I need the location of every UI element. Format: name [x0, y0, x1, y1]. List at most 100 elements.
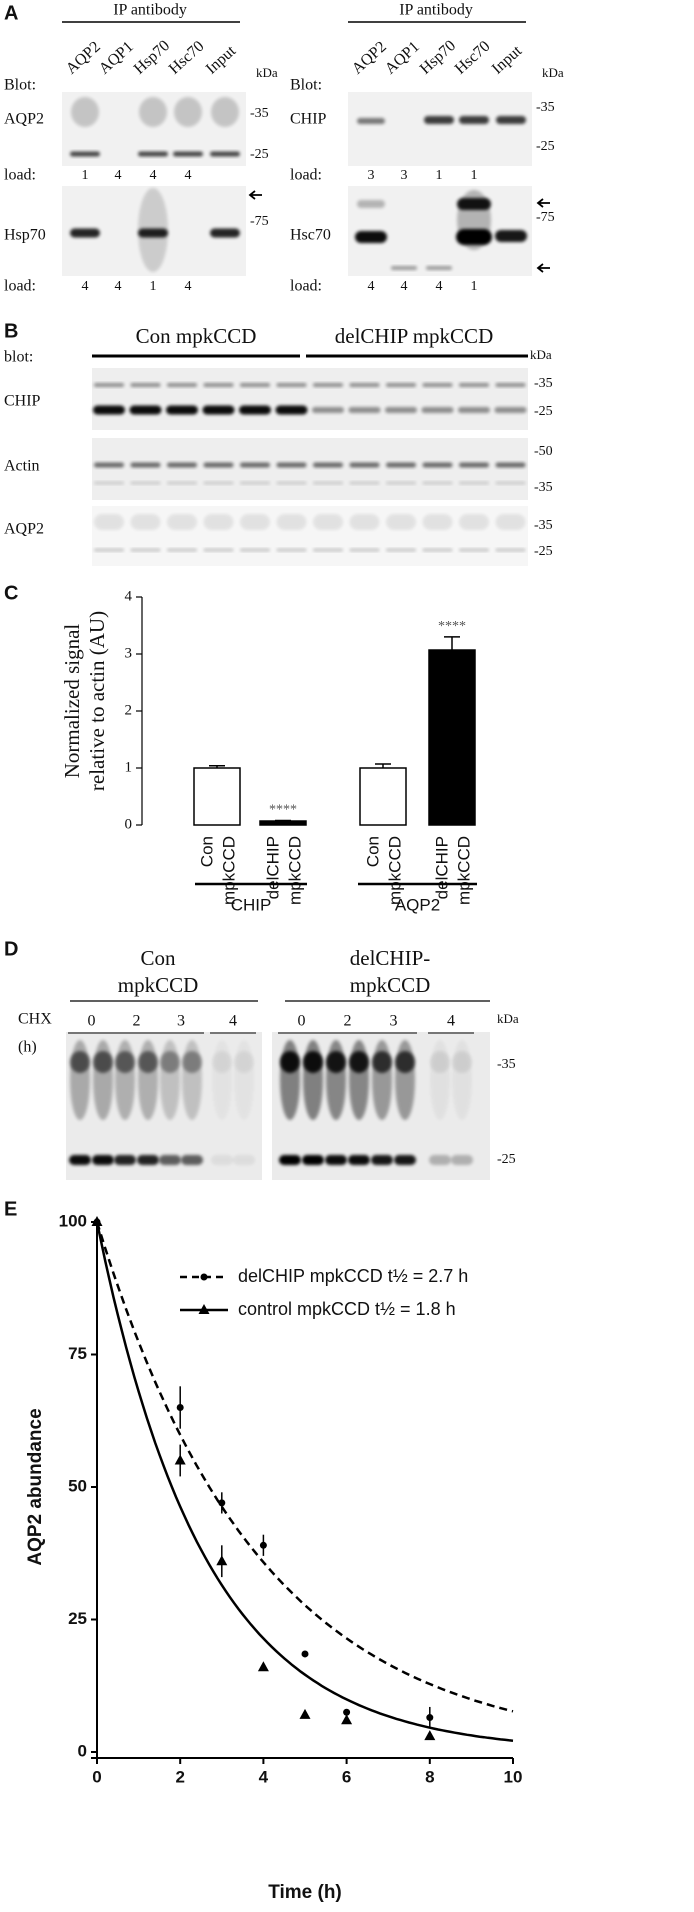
y-tick-label: 3 [125, 645, 133, 661]
band [459, 514, 489, 530]
group-label: Con [140, 946, 176, 970]
band [495, 383, 526, 387]
band [130, 481, 161, 485]
lane-label: Input [489, 42, 526, 78]
group-label: delCHIP- [350, 946, 431, 970]
kda-marker: -35 [534, 480, 553, 495]
time-label: 0 [298, 1013, 306, 1030]
x-tick-label: mpkCCD [219, 836, 238, 905]
blot-name: Hsp70 [4, 227, 46, 244]
kda-marker: -75 [250, 214, 269, 229]
panel-letter: E [4, 1198, 17, 1220]
lane-label: Hsp70 [417, 37, 459, 78]
load-value: 1 [150, 279, 157, 294]
arrow [536, 263, 550, 273]
band [422, 548, 453, 552]
x-tick-label: delCHIP [432, 836, 451, 899]
blot-name: Hsc70 [290, 227, 331, 244]
load-label: load: [290, 278, 322, 295]
band [70, 228, 100, 238]
blot-name: Actin [4, 458, 40, 475]
kda: kDa [256, 65, 278, 80]
lane-label: AQP1 [382, 38, 423, 77]
band [313, 481, 343, 485]
band [94, 481, 124, 485]
band [357, 200, 385, 208]
band [386, 481, 416, 485]
y-axis-label: Normalized signal [60, 624, 84, 779]
kda: kDa [497, 1011, 519, 1026]
band [349, 548, 380, 552]
band [348, 407, 381, 413]
y-tick-label: 25 [68, 1609, 87, 1628]
y-tick-label: 50 [68, 1476, 87, 1495]
blot-label: blot: [4, 349, 33, 366]
band [211, 1155, 233, 1165]
lane-label: AQP2 [349, 38, 390, 77]
band [422, 383, 453, 387]
fit-curve [95, 1221, 514, 1713]
band [202, 405, 235, 415]
band [422, 514, 453, 530]
blot [92, 368, 528, 430]
band [385, 407, 417, 413]
x-tick-label: mpkCCD [285, 836, 304, 905]
legend-label: delCHIP mpkCCD t½ = 2.7 h [238, 1266, 468, 1286]
group-label: CHIP [231, 895, 272, 914]
band [93, 1051, 113, 1073]
kda-marker: -35 [534, 518, 553, 533]
y-tick-label: 4 [125, 588, 133, 604]
band [174, 97, 202, 127]
x-tick-label: Con [197, 836, 216, 867]
blot [92, 506, 528, 566]
load-label: load: [4, 278, 36, 295]
band [313, 462, 343, 468]
band [357, 118, 385, 124]
point [218, 1499, 226, 1507]
point [259, 1541, 267, 1549]
band [276, 481, 307, 485]
time-label: 3 [390, 1013, 398, 1030]
band [495, 514, 526, 530]
kda-marker: -25 [497, 1152, 516, 1167]
band [426, 266, 452, 270]
treatment-label: CHX [18, 1011, 52, 1028]
blot [348, 92, 532, 166]
band [138, 151, 168, 157]
band [349, 462, 380, 468]
load-value: 1 [471, 279, 478, 294]
error-bar [209, 764, 225, 768]
band [92, 1155, 114, 1165]
load-value: 4 [115, 279, 122, 294]
group-label: delCHIP mpkCCD [335, 324, 493, 348]
lane-label: Hsc70 [166, 38, 208, 78]
band [233, 1155, 255, 1165]
load-value: 4 [185, 168, 192, 183]
significance: **** [269, 803, 297, 818]
band [167, 462, 197, 468]
bar [359, 767, 407, 826]
x-tick-label: mpkCCD [454, 836, 473, 905]
band [93, 405, 125, 415]
band [275, 405, 308, 415]
band [240, 548, 270, 552]
band [459, 383, 489, 387]
band [167, 383, 197, 387]
band [173, 151, 203, 157]
band [138, 1051, 158, 1073]
band [421, 407, 454, 413]
band [313, 548, 343, 552]
legend-marker [198, 1304, 210, 1314]
band [203, 481, 234, 485]
blot [92, 438, 528, 500]
band [240, 481, 270, 485]
load-value: 1 [436, 168, 443, 183]
band [494, 407, 527, 413]
kda-marker: -35 [534, 376, 553, 391]
band [326, 1051, 346, 1073]
band [312, 407, 344, 413]
x-tick-label: 0 [92, 1767, 101, 1786]
fit-curve [95, 1221, 514, 1742]
